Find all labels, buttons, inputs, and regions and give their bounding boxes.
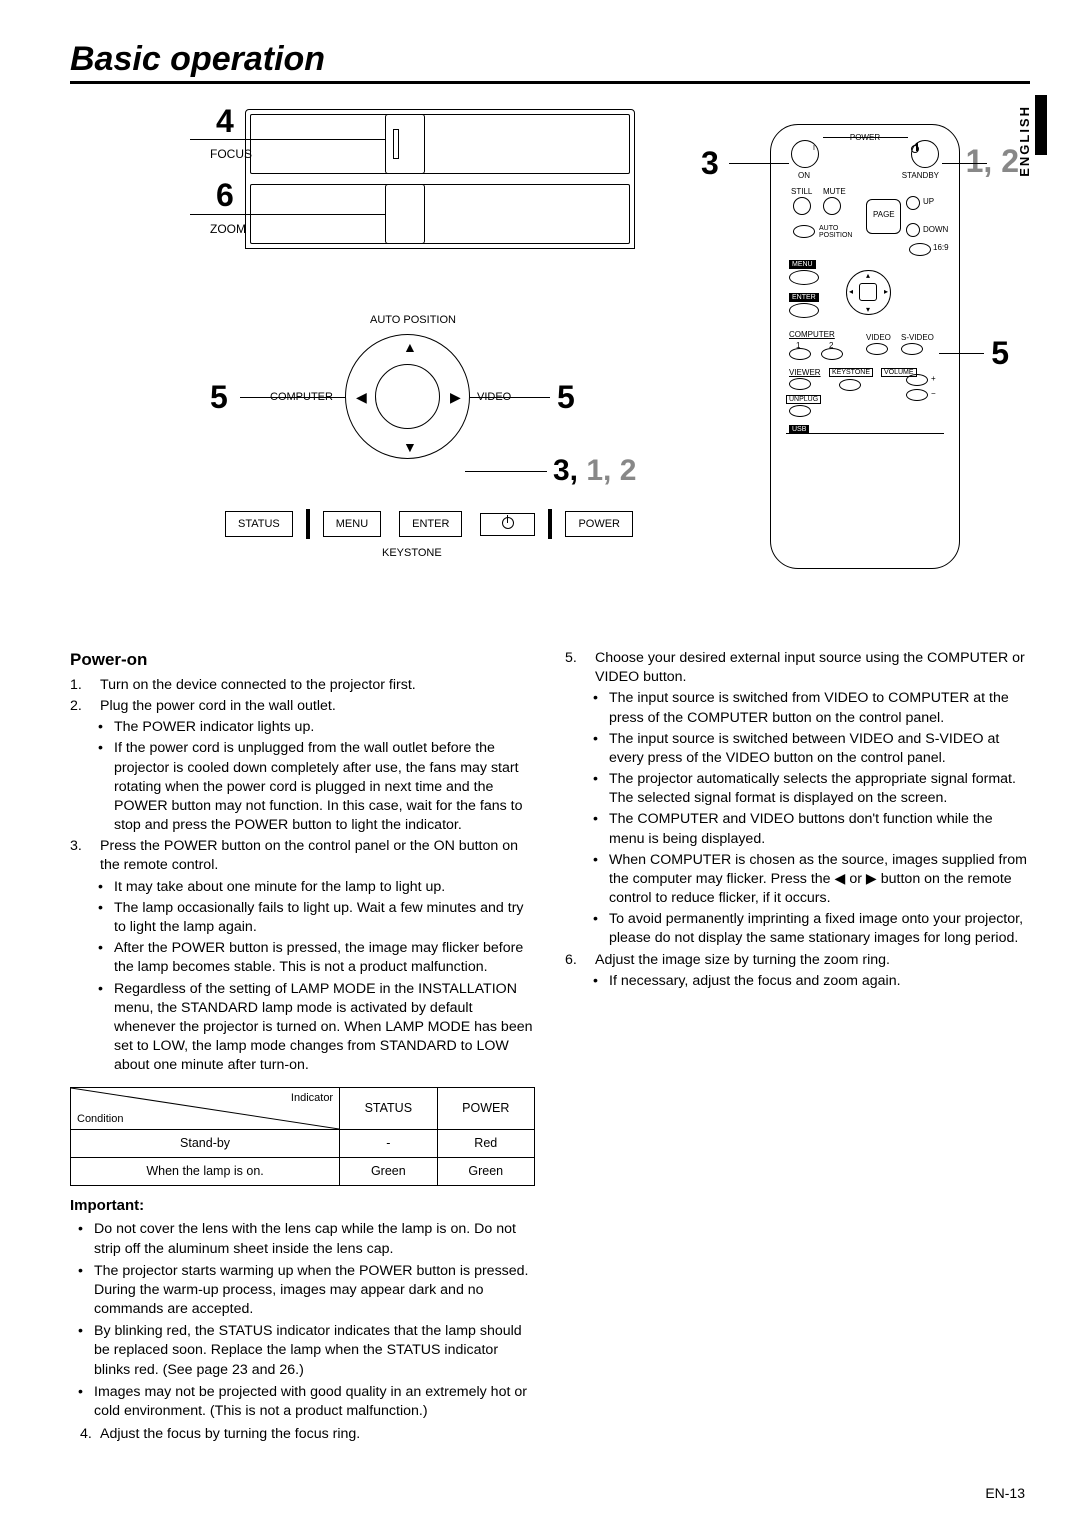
sub-item: The input source is switched between VID… [593,730,1030,768]
dpad-icon: ▴ ▾ ◂ ▸ [846,270,891,315]
step-4: 4. Adjust the focus by turning the focus… [70,1425,535,1444]
remote-callout-5: 5 [991,335,1009,372]
on-button-icon [791,140,819,168]
enter-button: ENTER [399,511,462,537]
sub-item: To avoid permanently imprinting a fixed … [593,910,1030,948]
callout-4: 4 [216,103,234,140]
projector-top-diagram: 4 FOCUS 6 ZOOM [190,109,690,289]
power-button: POWER [565,511,633,537]
power-on-heading: Power-on [70,649,535,672]
sub-item: The POWER indicator lights up. [98,718,535,737]
sub-item: The lamp occasionally fails to light up.… [98,899,535,937]
remote-control-diagram: 3 1, 2 5 POWER I ON STANDBY [770,124,960,569]
indicator-table: Indicator Condition STATUS POWER Stand-b… [70,1087,535,1186]
sub-item: Regardless of the setting of LAMP MODE i… [98,980,535,1076]
control-button-row: STATUS MENU ENTER POWER [225,509,633,539]
sub-item: After the POWER button is pressed, the i… [98,939,535,977]
menu-button: MENU [323,511,381,537]
power-symbol-button [480,513,535,536]
sub-item: The projector automatically selects the … [593,770,1030,808]
sub-item: The COMPUTER and VIDEO buttons don't fun… [593,810,1030,848]
page-title: Basic operation [70,40,1030,84]
right-column: 5.Choose your desired external input sou… [565,649,1030,1446]
table-row: When the lamp is on.GreenGreen [71,1158,535,1186]
sub-item: It may take about one minute for the lam… [98,878,535,897]
callout-3-1-2: 3, 1, 2 [553,454,636,488]
important-item: The projector starts warming up when the… [70,1262,535,1320]
important-heading: Important: [70,1196,535,1216]
sub-item: If necessary, adjust the focus and zoom … [593,972,1030,991]
callout-5-left: 5 [210,379,228,416]
callout-5-right: 5 [557,379,575,416]
power-icon [502,517,514,529]
keystone-label: KEYSTONE [382,547,442,559]
standby-button-icon [911,140,939,168]
callout-6: 6 [216,177,234,214]
page-number: EN-13 [985,1485,1025,1501]
remote-callout-1-2: 1, 2 [966,143,1019,180]
important-item: By blinking red, the STATUS indicator in… [70,1322,535,1380]
important-item: Do not cover the lens with the lens cap … [70,1220,535,1258]
step-item: 2.Plug the power cord in the wall outlet… [70,697,535,716]
step-item: 1.Turn on the device connected to the pr… [70,676,535,695]
step-item: 6.Adjust the image size by turning the z… [565,951,1030,970]
left-column: Power-on 1.Turn on the device connected … [70,649,535,1446]
important-item: Images may not be projected with good qu… [70,1383,535,1421]
sub-item: If the power cord is unplugged from the … [98,739,535,835]
sub-item: When COMPUTER is chosen as the source, i… [593,851,1030,909]
remote-callout-3: 3 [701,145,719,182]
zoom-label: ZOOM [210,222,246,236]
language-bar [1035,95,1047,155]
control-panel-diagram: AUTO POSITION ▲ ▼ ◀ ▶ COMPUTER VIDEO 5 5… [70,299,690,629]
sub-item: The input source is switched from VIDEO … [593,689,1030,727]
auto-position-label: AUTO POSITION [370,314,456,326]
step-item: 3.Press the POWER button on the control … [70,837,535,875]
table-row: Stand-by-Red [71,1130,535,1158]
status-button: STATUS [225,511,293,537]
step-item: 5.Choose your desired external input sou… [565,649,1030,687]
